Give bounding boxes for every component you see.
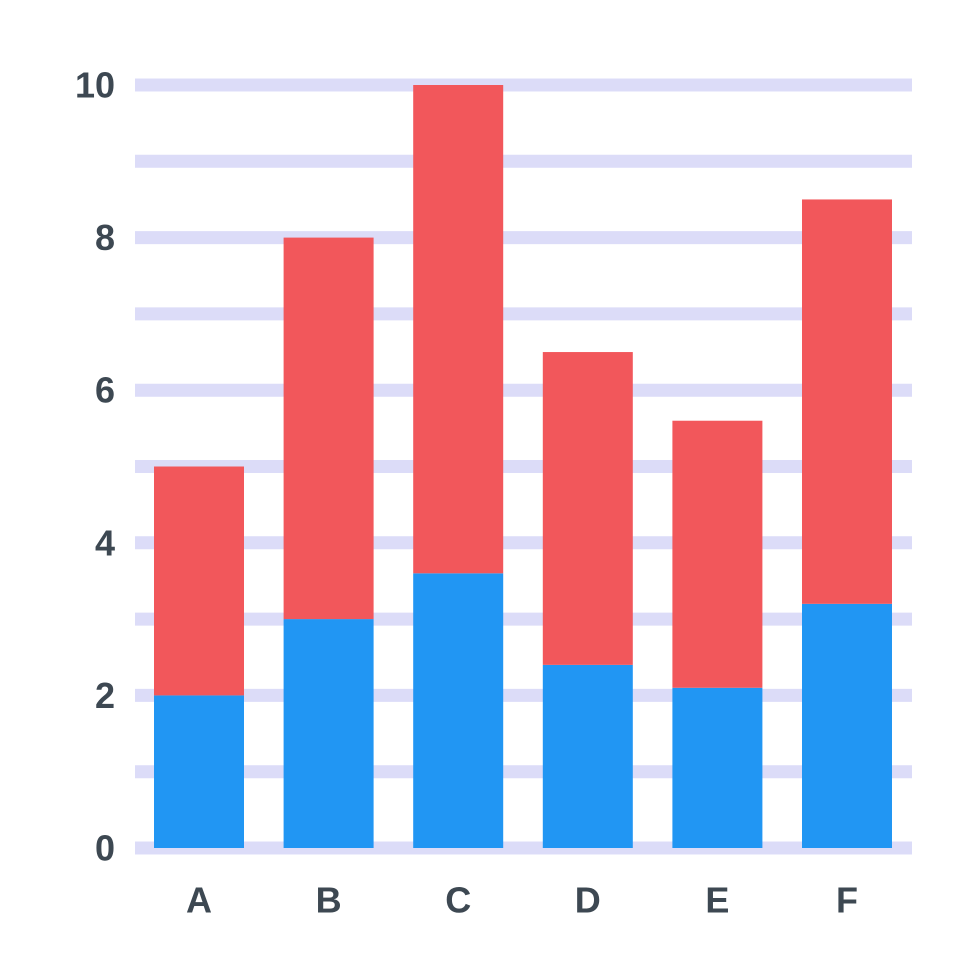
bar-segment-b-1 [283, 237, 374, 620]
x-tick-label: A [186, 880, 212, 921]
grid-layer [135, 78, 912, 855]
y-tick-label: 8 [95, 217, 115, 258]
x-tick-label: B [316, 880, 342, 921]
y-tick-label: 0 [95, 828, 115, 869]
x-axis-ticks: A B C D E F [186, 880, 858, 921]
bar-segment-d-0 [542, 664, 633, 848]
y-tick-label: 2 [95, 675, 115, 716]
bar-segment-a-0 [154, 695, 244, 848]
y-axis-ticks: 0 2 4 6 8 10 [75, 65, 115, 869]
bar-segment-c-1 [413, 85, 504, 574]
x-tick-label: E [705, 880, 729, 921]
bar-segment-f-0 [802, 603, 892, 848]
x-tick-label: C [445, 880, 471, 921]
bar-segment-e-0 [672, 687, 763, 848]
bar-segment-a-1 [154, 466, 244, 696]
bar-segment-b-0 [283, 619, 374, 848]
bar-segment-d-1 [542, 352, 633, 665]
y-tick-label: 10 [75, 65, 115, 106]
x-tick-label: D [575, 880, 601, 921]
x-tick-label: F [836, 880, 858, 921]
bar-segment-e-1 [672, 420, 763, 688]
y-tick-label: 4 [95, 522, 115, 563]
bar-segment-f-1 [802, 199, 892, 604]
bar-layer [154, 85, 892, 848]
bar-segment-c-0 [413, 573, 504, 848]
y-tick-label: 6 [95, 370, 115, 411]
